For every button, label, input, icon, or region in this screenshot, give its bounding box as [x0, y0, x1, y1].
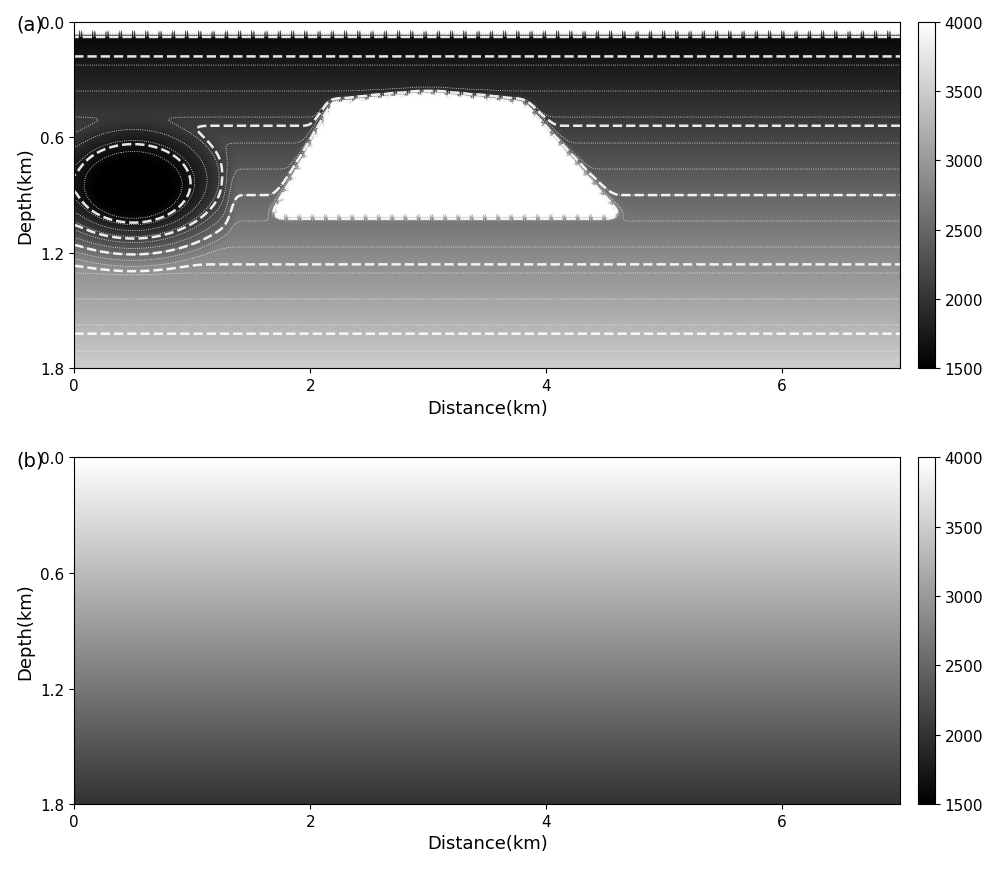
Text: (b): (b) — [16, 451, 44, 470]
X-axis label: Distance(km): Distance(km) — [427, 834, 548, 852]
Y-axis label: Depth(km): Depth(km) — [17, 583, 35, 680]
Text: (a): (a) — [16, 16, 43, 35]
Y-axis label: Depth(km): Depth(km) — [17, 148, 35, 244]
X-axis label: Distance(km): Distance(km) — [427, 399, 548, 417]
